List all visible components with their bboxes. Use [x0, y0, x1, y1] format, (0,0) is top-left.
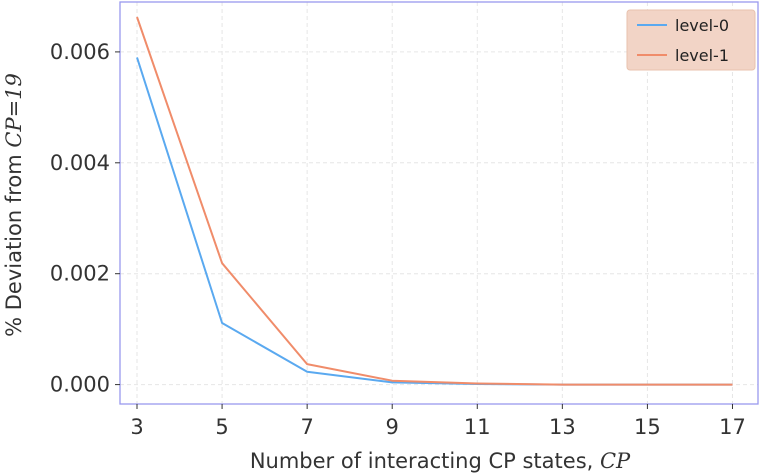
- x-tick-label: 13: [549, 415, 576, 439]
- y-axis-ticks: 0.000 0.002 0.004 0.006: [50, 40, 120, 397]
- x-tick-label: 5: [215, 415, 228, 439]
- x-axis-ticks: 3 5 7 9 11 13 15 17: [130, 404, 746, 439]
- x-tick-label: 7: [300, 415, 313, 439]
- y-tick-label: 0.004: [50, 151, 110, 175]
- y-tick-label: 0.002: [50, 262, 110, 286]
- x-tick-label: 3: [130, 415, 143, 439]
- y-tick-label: 0.000: [50, 373, 110, 397]
- series-lines: [136, 16, 733, 386]
- y-tick-label: 0.006: [50, 40, 110, 64]
- x-tick-label: 17: [719, 415, 746, 439]
- series-line-level-0: [136, 57, 733, 386]
- legend-label-level-1: level-1: [675, 46, 729, 65]
- legend: level-0 level-1: [626, 9, 756, 71]
- x-tick-label: 15: [634, 415, 661, 439]
- y-axis-label: % Deviation from CP=19: [2, 73, 26, 337]
- x-axis-label: Number of interacting CP states, CP: [250, 449, 631, 473]
- x-tick-label: 9: [386, 415, 399, 439]
- x-tick-label: 11: [464, 415, 491, 439]
- series-line-level-1: [136, 16, 733, 386]
- legend-label-level-0: level-0: [675, 16, 729, 35]
- plot-frame: [119, 1, 759, 405]
